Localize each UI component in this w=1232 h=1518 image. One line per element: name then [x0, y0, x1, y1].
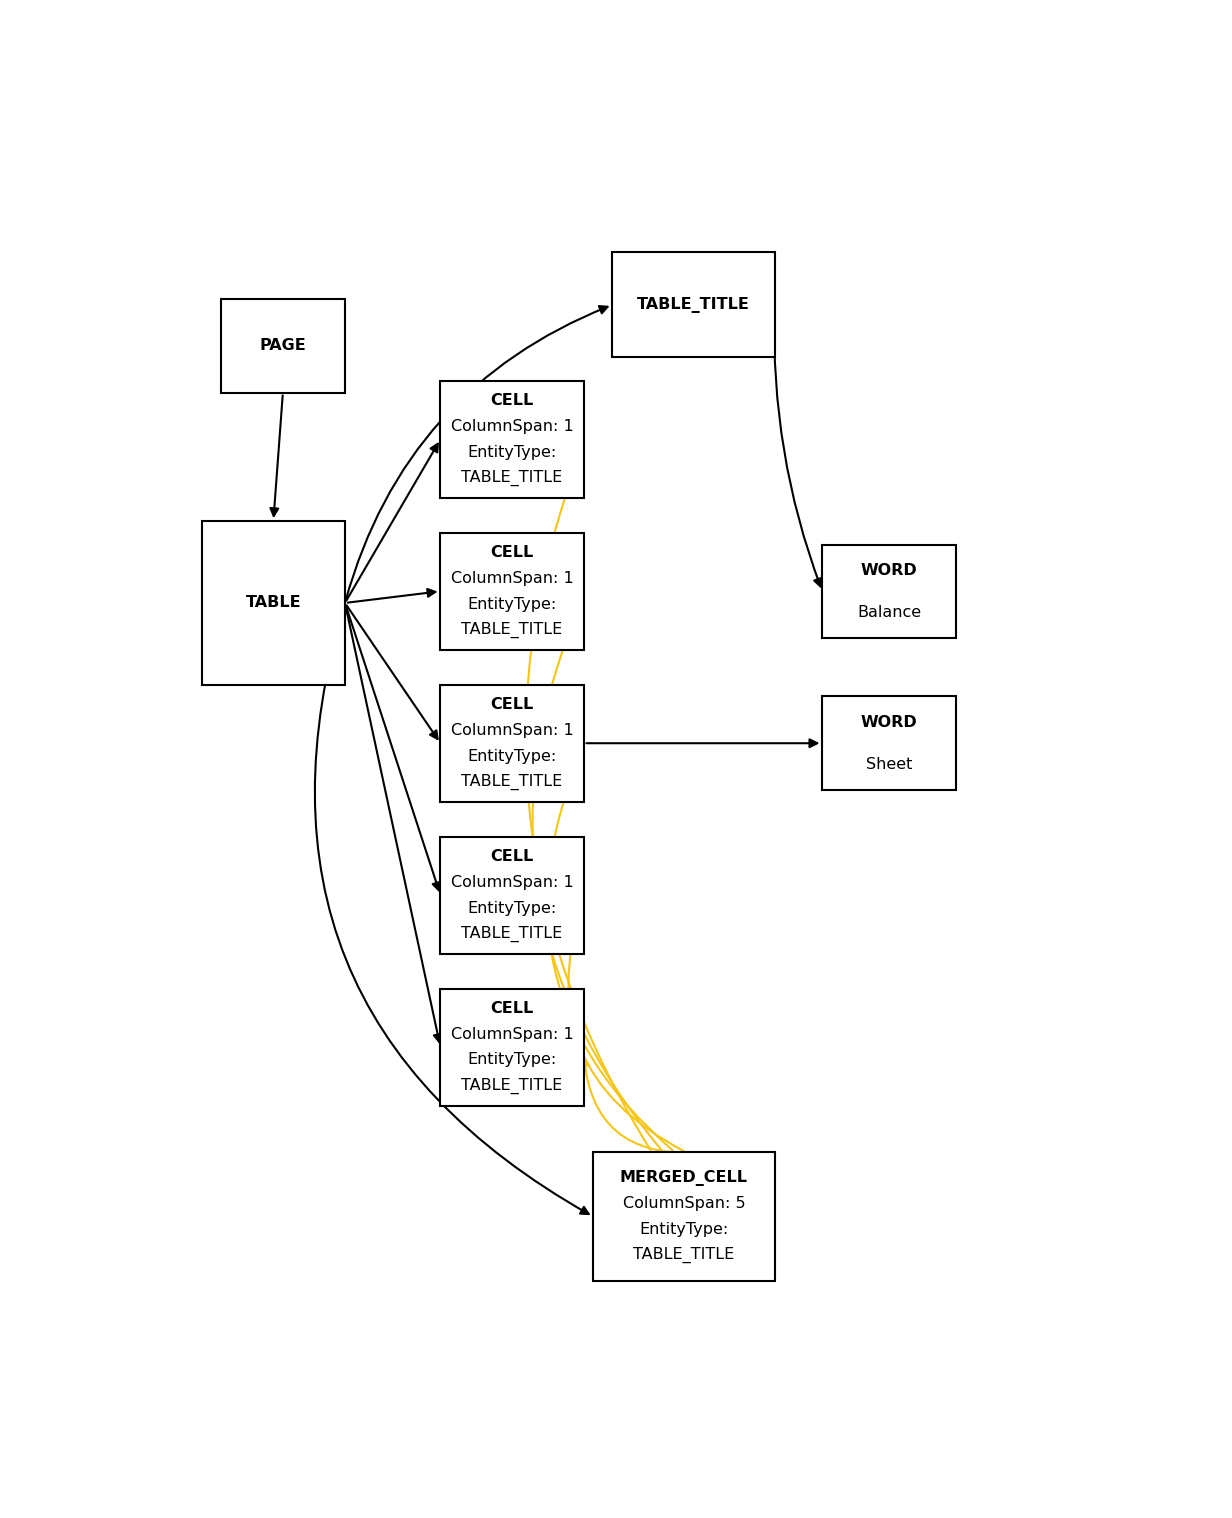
Text: WORD: WORD [861, 563, 918, 578]
Text: ColumnSpan: 1: ColumnSpan: 1 [451, 419, 573, 434]
Text: TABLE_TITLE: TABLE_TITLE [462, 926, 563, 941]
FancyBboxPatch shape [823, 697, 956, 789]
Text: ColumnSpan: 5: ColumnSpan: 5 [622, 1196, 745, 1211]
Text: Sheet: Sheet [866, 757, 913, 771]
Text: CELL: CELL [490, 393, 533, 408]
Text: EntityType:: EntityType: [639, 1222, 728, 1237]
Text: WORD: WORD [861, 715, 918, 730]
Text: CELL: CELL [490, 1000, 533, 1016]
FancyBboxPatch shape [441, 988, 584, 1105]
Text: ColumnSpan: 1: ColumnSpan: 1 [451, 723, 573, 738]
Text: EntityType:: EntityType: [467, 900, 557, 915]
FancyBboxPatch shape [594, 1152, 775, 1281]
FancyBboxPatch shape [823, 545, 956, 638]
Text: EntityType:: EntityType: [467, 445, 557, 460]
FancyBboxPatch shape [221, 299, 345, 393]
Text: EntityType:: EntityType: [467, 597, 557, 612]
Text: TABLE_TITLE: TABLE_TITLE [633, 1248, 734, 1263]
Text: EntityType:: EntityType: [467, 748, 557, 764]
FancyBboxPatch shape [441, 685, 584, 802]
Text: EntityType:: EntityType: [467, 1052, 557, 1067]
Text: TABLE: TABLE [245, 595, 301, 610]
FancyBboxPatch shape [441, 381, 584, 498]
Text: TABLE_TITLE: TABLE_TITLE [462, 774, 563, 789]
Text: TABLE_TITLE: TABLE_TITLE [462, 622, 563, 638]
FancyBboxPatch shape [612, 252, 775, 358]
Text: Balance: Balance [857, 604, 922, 619]
Text: ColumnSpan: 1: ColumnSpan: 1 [451, 1026, 573, 1041]
Text: ColumnSpan: 1: ColumnSpan: 1 [451, 874, 573, 890]
Text: CELL: CELL [490, 545, 533, 560]
Text: ColumnSpan: 1: ColumnSpan: 1 [451, 571, 573, 586]
Text: CELL: CELL [490, 849, 533, 864]
Text: TABLE_TITLE: TABLE_TITLE [462, 1078, 563, 1094]
Text: MERGED_CELL: MERGED_CELL [620, 1170, 748, 1186]
Text: TABLE_TITLE: TABLE_TITLE [637, 298, 750, 313]
FancyBboxPatch shape [441, 533, 584, 650]
Text: TABLE_TITLE: TABLE_TITLE [462, 469, 563, 486]
Text: PAGE: PAGE [260, 339, 307, 354]
FancyBboxPatch shape [202, 521, 345, 685]
Text: CELL: CELL [490, 697, 533, 712]
FancyBboxPatch shape [441, 836, 584, 953]
